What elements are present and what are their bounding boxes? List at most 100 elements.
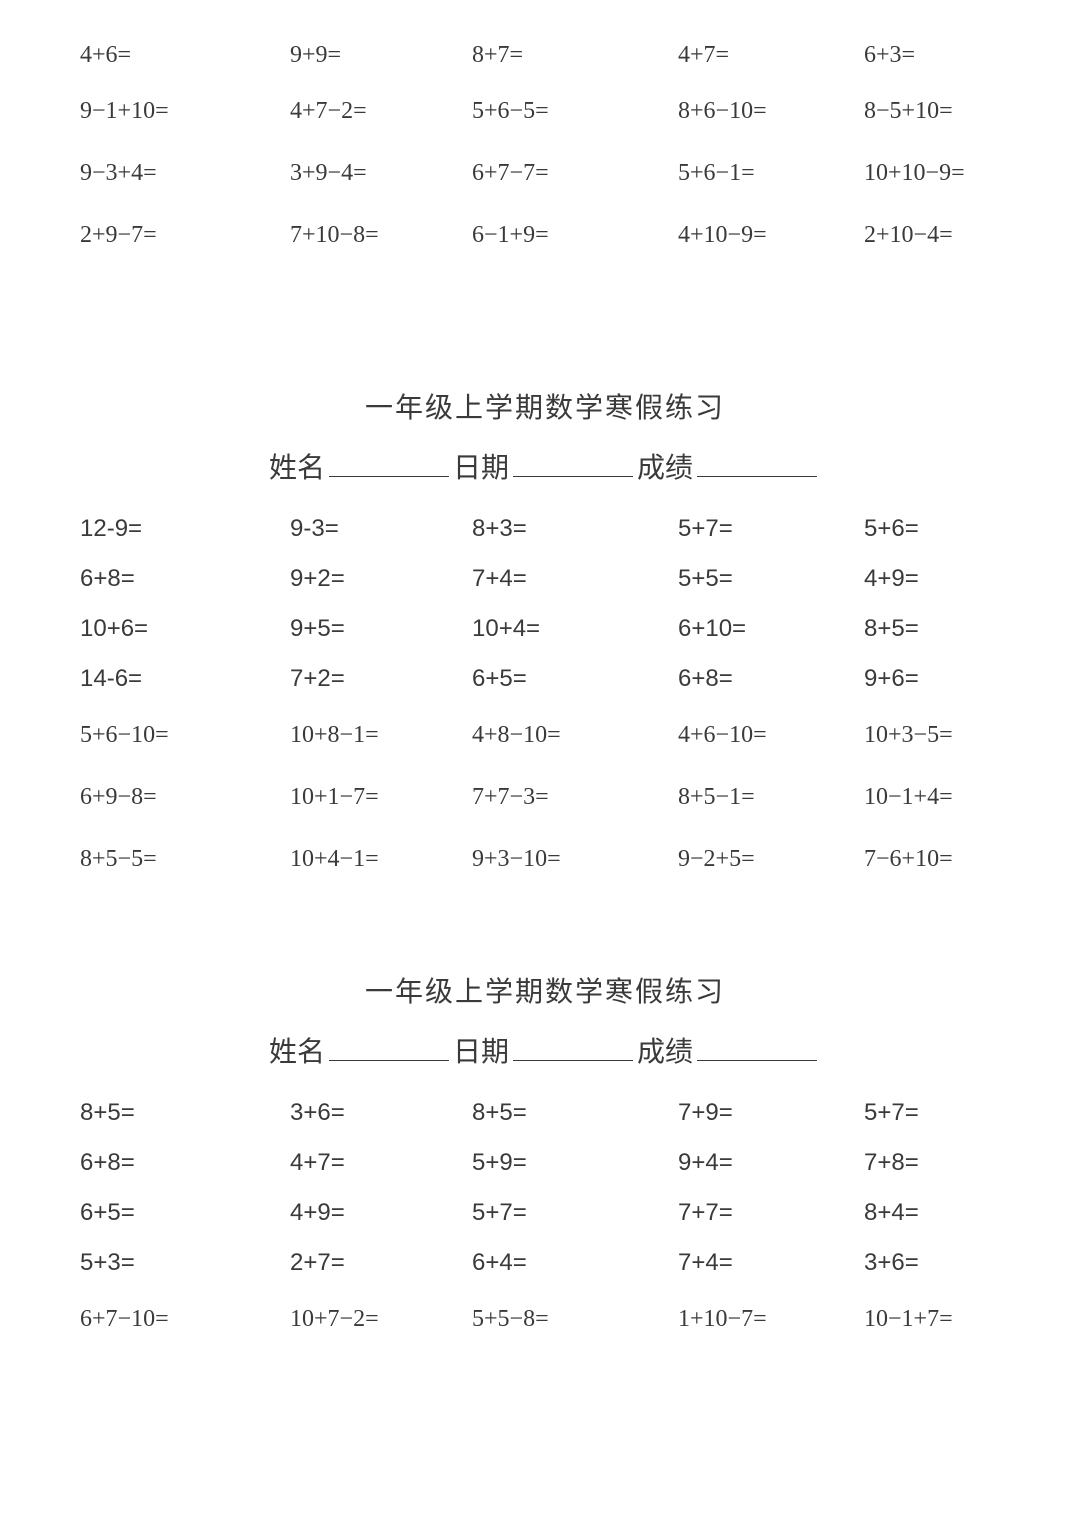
math-problem: 7+2= (266, 665, 452, 693)
problem-row: 9−3+4=3+9−4=6+7−7=5+6−1=10+10−9= (80, 142, 1010, 204)
math-problem: 7+10−8= (266, 222, 452, 249)
math-problem: 10+8−1= (266, 722, 452, 749)
math-problem: 9+9= (266, 42, 452, 69)
math-problem: 5+5= (638, 565, 824, 593)
blank-underline (513, 1038, 633, 1061)
math-problem: 5+7= (824, 1099, 1010, 1127)
math-problem: 3+9−4= (266, 160, 452, 187)
math-problem: 10+7−2= (266, 1306, 452, 1333)
math-problem: 4+8−10= (452, 722, 638, 749)
math-problem: 2+10−4= (824, 222, 1010, 249)
math-problem: 8+5= (824, 615, 1010, 643)
math-problem: 5+6= (824, 515, 1010, 543)
form-line: 姓名日期成绩 (80, 1030, 1010, 1070)
problem-row: 6+8=9+2=7+4=5+5=4+9= (80, 554, 1010, 604)
math-problem: 5+6−10= (80, 722, 266, 749)
math-problem: 2+7= (266, 1249, 452, 1277)
math-problem: 6+5= (80, 1199, 266, 1227)
problem-row: 9−1+10=4+7−2=5+6−5=8+6−10=8−5+10= (80, 80, 1010, 142)
math-problem: 9−1+10= (80, 98, 266, 125)
name-label: 姓名 (269, 453, 325, 484)
math-problem: 10−1+7= (824, 1306, 1010, 1333)
math-problem: 6+7−7= (452, 160, 638, 187)
math-problem: 7+4= (452, 565, 638, 593)
math-problem: 9+6= (824, 665, 1010, 693)
problem-row: 14-6=7+2=6+5=6+8=9+6= (80, 654, 1010, 704)
math-problem: 9+5= (266, 615, 452, 643)
math-problem: 8+6−10= (638, 98, 824, 125)
math-problem: 6+8= (638, 665, 824, 693)
math-problem: 10+3−5= (824, 722, 1010, 749)
problem-row: 8+5−5=10+4−1=9+3−10=9−2+5=7−6+10= (80, 828, 1010, 890)
math-problem: 6+9−8= (80, 784, 266, 811)
math-problem: 4+6−10= (638, 722, 824, 749)
blank-underline (329, 454, 449, 477)
score-label: 成绩 (637, 453, 693, 484)
math-problem: 8+7= (452, 42, 638, 69)
problem-row: 4+6=9+9=8+7=4+7=6+3= (80, 30, 1010, 80)
date-label: 日期 (453, 1037, 509, 1068)
problem-row: 12-9=9-3=8+3=5+7=5+6= (80, 504, 1010, 554)
math-problem: 4+7= (266, 1149, 452, 1177)
math-problem: 1+10−7= (638, 1306, 824, 1333)
math-problem: 5+6−1= (638, 160, 824, 187)
math-problem: 10+4−1= (266, 846, 452, 873)
problem-row: 5+3=2+7=6+4=7+4=3+6= (80, 1238, 1010, 1288)
math-problem: 2+9−7= (80, 222, 266, 249)
math-problem: 10+6= (80, 615, 266, 643)
math-problem: 9−2+5= (638, 846, 824, 873)
problem-row: 8+5=3+6=8+5=7+9=5+7= (80, 1088, 1010, 1138)
math-problem: 6+7−10= (80, 1306, 266, 1333)
problem-row: 2+9−7=7+10−8=6−1+9=4+10−9=2+10−4= (80, 204, 1010, 266)
problem-row: 5+6−10=10+8−1=4+8−10=4+6−10=10+3−5= (80, 704, 1010, 766)
math-problem: 6+5= (452, 665, 638, 693)
blank-underline (513, 454, 633, 477)
worksheet-title: 一年级上学期数学寒假练习 (80, 970, 1010, 1010)
name-label: 姓名 (269, 1037, 325, 1068)
math-problem: 8−5+10= (824, 98, 1010, 125)
math-problem: 9+2= (266, 565, 452, 593)
math-problem: 7+7−3= (452, 784, 638, 811)
math-problem: 8+5= (80, 1099, 266, 1127)
math-problem: 4+7−2= (266, 98, 452, 125)
math-problem: 7−6+10= (824, 846, 1010, 873)
date-label: 日期 (453, 453, 509, 484)
blank-underline (697, 1038, 817, 1061)
worksheet-title: 一年级上学期数学寒假练习 (80, 386, 1010, 426)
math-problem: 6+8= (80, 565, 266, 593)
math-problem: 8+4= (824, 1199, 1010, 1227)
math-problem: 12-9= (80, 515, 266, 543)
math-problem: 4+9= (824, 565, 1010, 593)
math-problem: 6+10= (638, 615, 824, 643)
blank-underline (329, 1038, 449, 1061)
math-problem: 5+9= (452, 1149, 638, 1177)
math-problem: 10+4= (452, 615, 638, 643)
math-problem: 5+6−5= (452, 98, 638, 125)
math-problem: 8+5−5= (80, 846, 266, 873)
math-problem: 5+3= (80, 1249, 266, 1277)
math-problem: 7+9= (638, 1099, 824, 1127)
math-problem: 4+10−9= (638, 222, 824, 249)
math-problem: 5+5−8= (452, 1306, 638, 1333)
math-problem: 8+3= (452, 515, 638, 543)
math-problem: 7+8= (824, 1149, 1010, 1177)
math-problem: 5+7= (452, 1199, 638, 1227)
math-problem: 5+7= (638, 515, 824, 543)
math-problem: 6+3= (824, 42, 1010, 69)
math-problem: 3+6= (824, 1249, 1010, 1277)
math-problem: 6+8= (80, 1149, 266, 1177)
math-problem: 10−1+4= (824, 784, 1010, 811)
blank-underline (697, 454, 817, 477)
math-problem: 3+6= (266, 1099, 452, 1127)
problem-row: 6+7−10=10+7−2=5+5−8=1+10−7=10−1+7= (80, 1288, 1010, 1350)
math-problem: 9-3= (266, 515, 452, 543)
math-problem: 4+9= (266, 1199, 452, 1227)
math-problem: 7+4= (638, 1249, 824, 1277)
math-problem: 9+4= (638, 1149, 824, 1177)
problem-row: 10+6=9+5=10+4=6+10=8+5= (80, 604, 1010, 654)
form-line: 姓名 日期 成绩 (80, 446, 1010, 486)
math-problem: 7+7= (638, 1199, 824, 1227)
math-problem: 9+3−10= (452, 846, 638, 873)
problem-row: 6+8=4+7=5+9=9+4=7+8= (80, 1138, 1010, 1188)
math-problem: 8+5= (452, 1099, 638, 1127)
